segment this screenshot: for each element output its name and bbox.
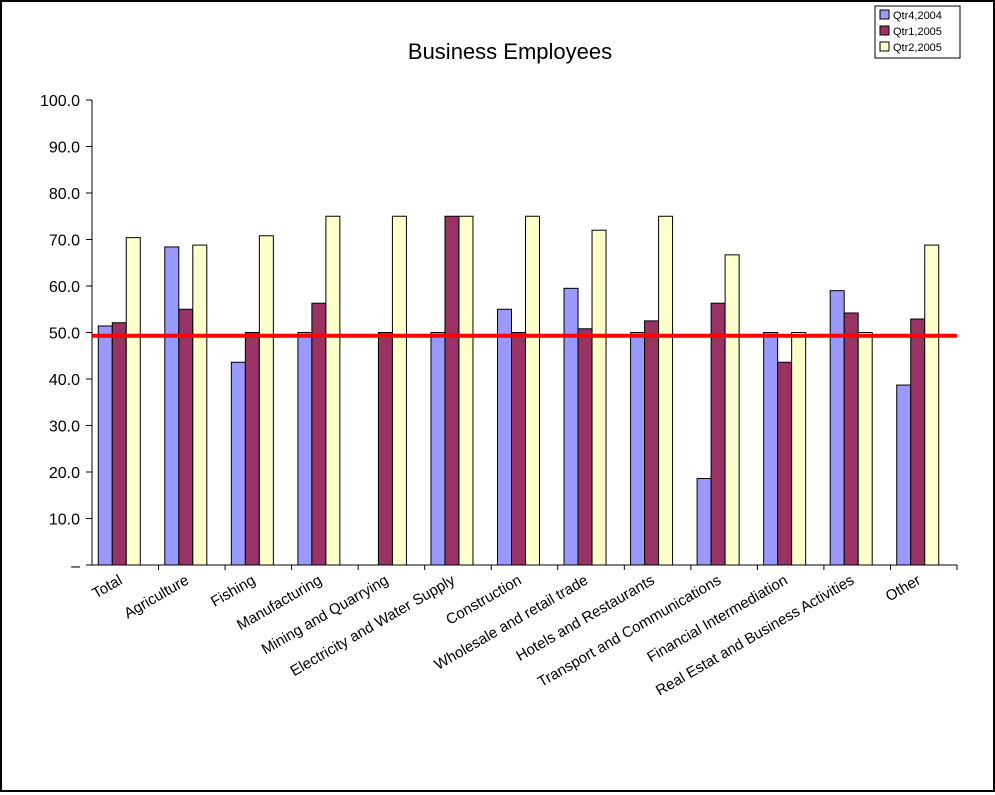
bar bbox=[791, 332, 807, 566]
bar bbox=[644, 320, 660, 566]
bar bbox=[192, 244, 208, 566]
legend-label: Qtr4,2004 bbox=[893, 10, 942, 22]
y-tick-label: 20.0 bbox=[49, 465, 80, 482]
bar bbox=[230, 361, 246, 566]
bar bbox=[444, 215, 460, 566]
bar bbox=[896, 384, 912, 566]
y-tick-label: 60.0 bbox=[49, 279, 80, 296]
bar bbox=[258, 235, 274, 566]
x-tick-label: Total bbox=[89, 572, 125, 603]
bar bbox=[178, 308, 194, 566]
legend-swatch bbox=[879, 25, 890, 36]
bar bbox=[658, 215, 674, 566]
bar bbox=[843, 312, 859, 566]
legend-label: Qtr1,2005 bbox=[893, 26, 942, 38]
y-tick-label: 100.0 bbox=[40, 93, 80, 110]
y-tick-label: 90.0 bbox=[49, 140, 80, 157]
bar bbox=[325, 215, 341, 566]
y-tick-label: 80.0 bbox=[49, 186, 80, 203]
legend-swatch bbox=[879, 9, 890, 20]
y-tick-label: 50.0 bbox=[49, 326, 80, 343]
bar bbox=[391, 215, 407, 566]
legend: Qtr4,2004 Qtr1,2005 Qtr2,2005 bbox=[874, 5, 961, 59]
bar bbox=[525, 215, 540, 566]
bar bbox=[777, 361, 793, 566]
bar bbox=[377, 332, 393, 566]
bars bbox=[97, 215, 940, 566]
bar bbox=[591, 229, 607, 566]
bar bbox=[696, 478, 712, 566]
bar bbox=[244, 332, 260, 566]
bar bbox=[164, 246, 180, 566]
bar bbox=[829, 290, 845, 566]
bar bbox=[577, 328, 593, 566]
bar bbox=[311, 302, 327, 566]
bar bbox=[458, 215, 474, 566]
y-tick-label: 10.0 bbox=[49, 512, 80, 529]
x-tick-label: Fishing bbox=[208, 572, 258, 611]
bar bbox=[97, 325, 113, 566]
bar bbox=[910, 318, 926, 566]
bar bbox=[924, 244, 940, 566]
bar bbox=[497, 308, 512, 566]
x-tick-label: Agriculture bbox=[121, 572, 192, 623]
y-tick-label: 40.0 bbox=[49, 372, 80, 389]
y-axis: – 10.0 20.0 30.0 40.0 50.0 60.0 70.0 80.0 90.0 100… bbox=[40, 93, 93, 575]
bar bbox=[710, 302, 726, 566]
bar bbox=[125, 237, 141, 566]
bar bbox=[111, 322, 127, 566]
chart-title: Business Employees bbox=[408, 39, 612, 64]
legend-swatch bbox=[879, 41, 890, 52]
y-tick-label: 30.0 bbox=[49, 419, 80, 436]
x-tick-label: Other bbox=[883, 572, 924, 605]
legend-label: Qtr2,2005 bbox=[893, 42, 942, 54]
bar bbox=[857, 332, 873, 566]
y-tick-label: 70.0 bbox=[49, 233, 80, 250]
bar bbox=[630, 332, 646, 566]
bar bbox=[297, 332, 313, 566]
bar bbox=[763, 332, 779, 566]
bar bbox=[430, 332, 446, 566]
bar bbox=[724, 254, 740, 566]
bar bbox=[563, 287, 579, 566]
y-tick-label: – bbox=[71, 558, 80, 575]
bar bbox=[511, 332, 526, 566]
